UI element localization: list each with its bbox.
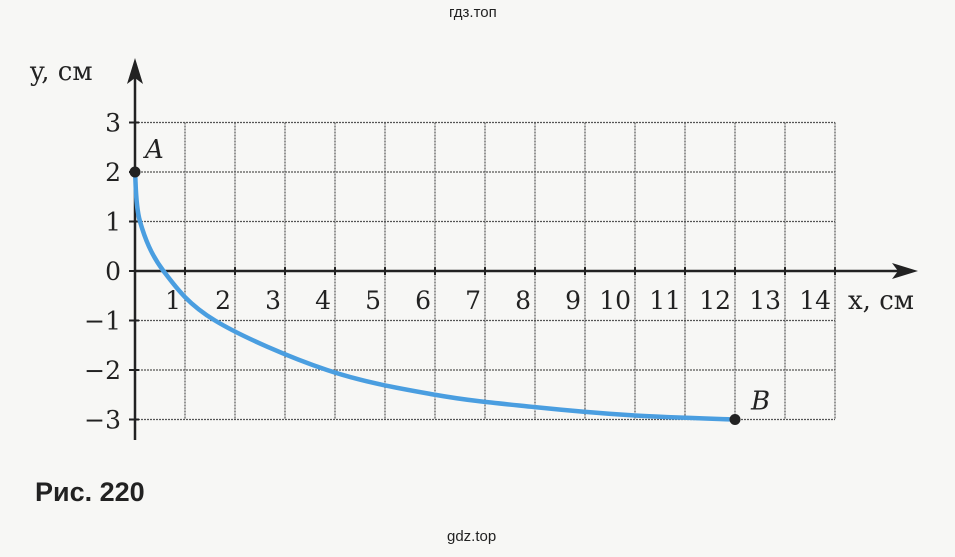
x-tick-label: 11 xyxy=(649,286,681,315)
x-tick-label: 10 xyxy=(599,286,631,315)
x-tick-label: 8 xyxy=(515,286,531,315)
point-b xyxy=(729,414,741,425)
y-axis-label: y, см xyxy=(29,57,93,87)
y-tick-label: 0 xyxy=(105,257,121,286)
y-tick-label: −3 xyxy=(84,406,121,435)
point-a xyxy=(129,166,141,178)
y-tick-label: 3 xyxy=(105,109,121,138)
x-axis-label: x, см xyxy=(848,286,914,316)
x-tick-label: 2 xyxy=(215,286,231,315)
y-axis-arrow-icon xyxy=(127,58,143,84)
x-tick-label: 13 xyxy=(749,286,781,315)
point-label-b: B xyxy=(750,387,770,417)
x-tick-label: 5 xyxy=(365,286,381,315)
x-tick-label: 6 xyxy=(415,286,431,315)
y-tick-label: −2 xyxy=(84,356,121,385)
x-tick-label: 9 xyxy=(565,286,581,315)
x-tick-label: 3 xyxy=(265,286,281,315)
y-tick-label: 2 xyxy=(105,158,121,187)
x-axis-arrow-icon xyxy=(892,263,918,279)
y-tick-label: 1 xyxy=(105,208,121,237)
x-tick-label: 14 xyxy=(799,286,831,315)
x-tick-label: 4 xyxy=(315,286,331,315)
x-tick-label: 7 xyxy=(465,286,481,315)
y-tick-label: −1 xyxy=(84,307,121,336)
watermark-bottom: gdz.top xyxy=(447,528,497,545)
watermark-top: гдз.топ xyxy=(449,4,497,21)
x-tick-label: 12 xyxy=(699,286,731,315)
point-label-a: A xyxy=(143,135,164,165)
series-line xyxy=(132,169,738,422)
x-tick-label: 1 xyxy=(165,286,181,315)
figure-caption: Рис. 220 xyxy=(35,477,145,507)
